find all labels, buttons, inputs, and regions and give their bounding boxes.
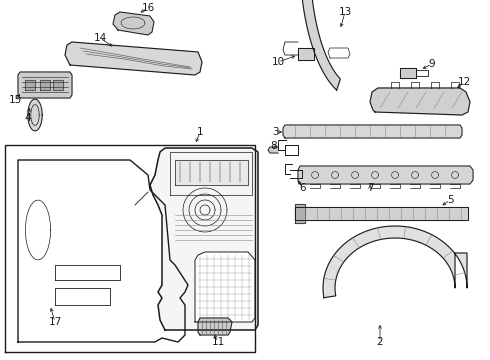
- Polygon shape: [323, 226, 467, 298]
- Text: 3: 3: [271, 127, 278, 137]
- Text: 9: 9: [429, 59, 435, 69]
- Polygon shape: [198, 318, 232, 335]
- Text: 11: 11: [211, 337, 224, 347]
- Text: 14: 14: [94, 33, 107, 43]
- Text: 15: 15: [8, 95, 22, 105]
- Polygon shape: [40, 80, 50, 90]
- Text: 10: 10: [271, 57, 285, 67]
- Polygon shape: [298, 166, 473, 184]
- Polygon shape: [295, 204, 305, 223]
- Text: 4: 4: [24, 113, 31, 123]
- Polygon shape: [400, 68, 416, 78]
- Polygon shape: [53, 80, 63, 90]
- Polygon shape: [25, 80, 35, 90]
- Text: 1: 1: [196, 127, 203, 137]
- Polygon shape: [65, 42, 202, 75]
- Polygon shape: [298, 48, 314, 60]
- Polygon shape: [150, 148, 258, 330]
- Polygon shape: [283, 125, 462, 138]
- Polygon shape: [300, 0, 341, 90]
- Polygon shape: [195, 252, 255, 322]
- Polygon shape: [268, 147, 278, 153]
- Polygon shape: [370, 88, 470, 115]
- Polygon shape: [328, 48, 350, 58]
- Text: 13: 13: [339, 7, 352, 17]
- Text: 5: 5: [447, 195, 453, 205]
- Text: 7: 7: [367, 183, 373, 193]
- Polygon shape: [113, 12, 154, 35]
- Text: 6: 6: [300, 183, 306, 193]
- Text: 17: 17: [49, 317, 62, 327]
- Polygon shape: [18, 160, 188, 342]
- Polygon shape: [295, 207, 468, 220]
- Text: 12: 12: [457, 77, 470, 87]
- Polygon shape: [28, 99, 42, 131]
- Polygon shape: [175, 160, 248, 185]
- Polygon shape: [18, 72, 72, 98]
- Text: 8: 8: [270, 141, 277, 151]
- Text: 16: 16: [142, 3, 155, 13]
- Text: 2: 2: [377, 337, 383, 347]
